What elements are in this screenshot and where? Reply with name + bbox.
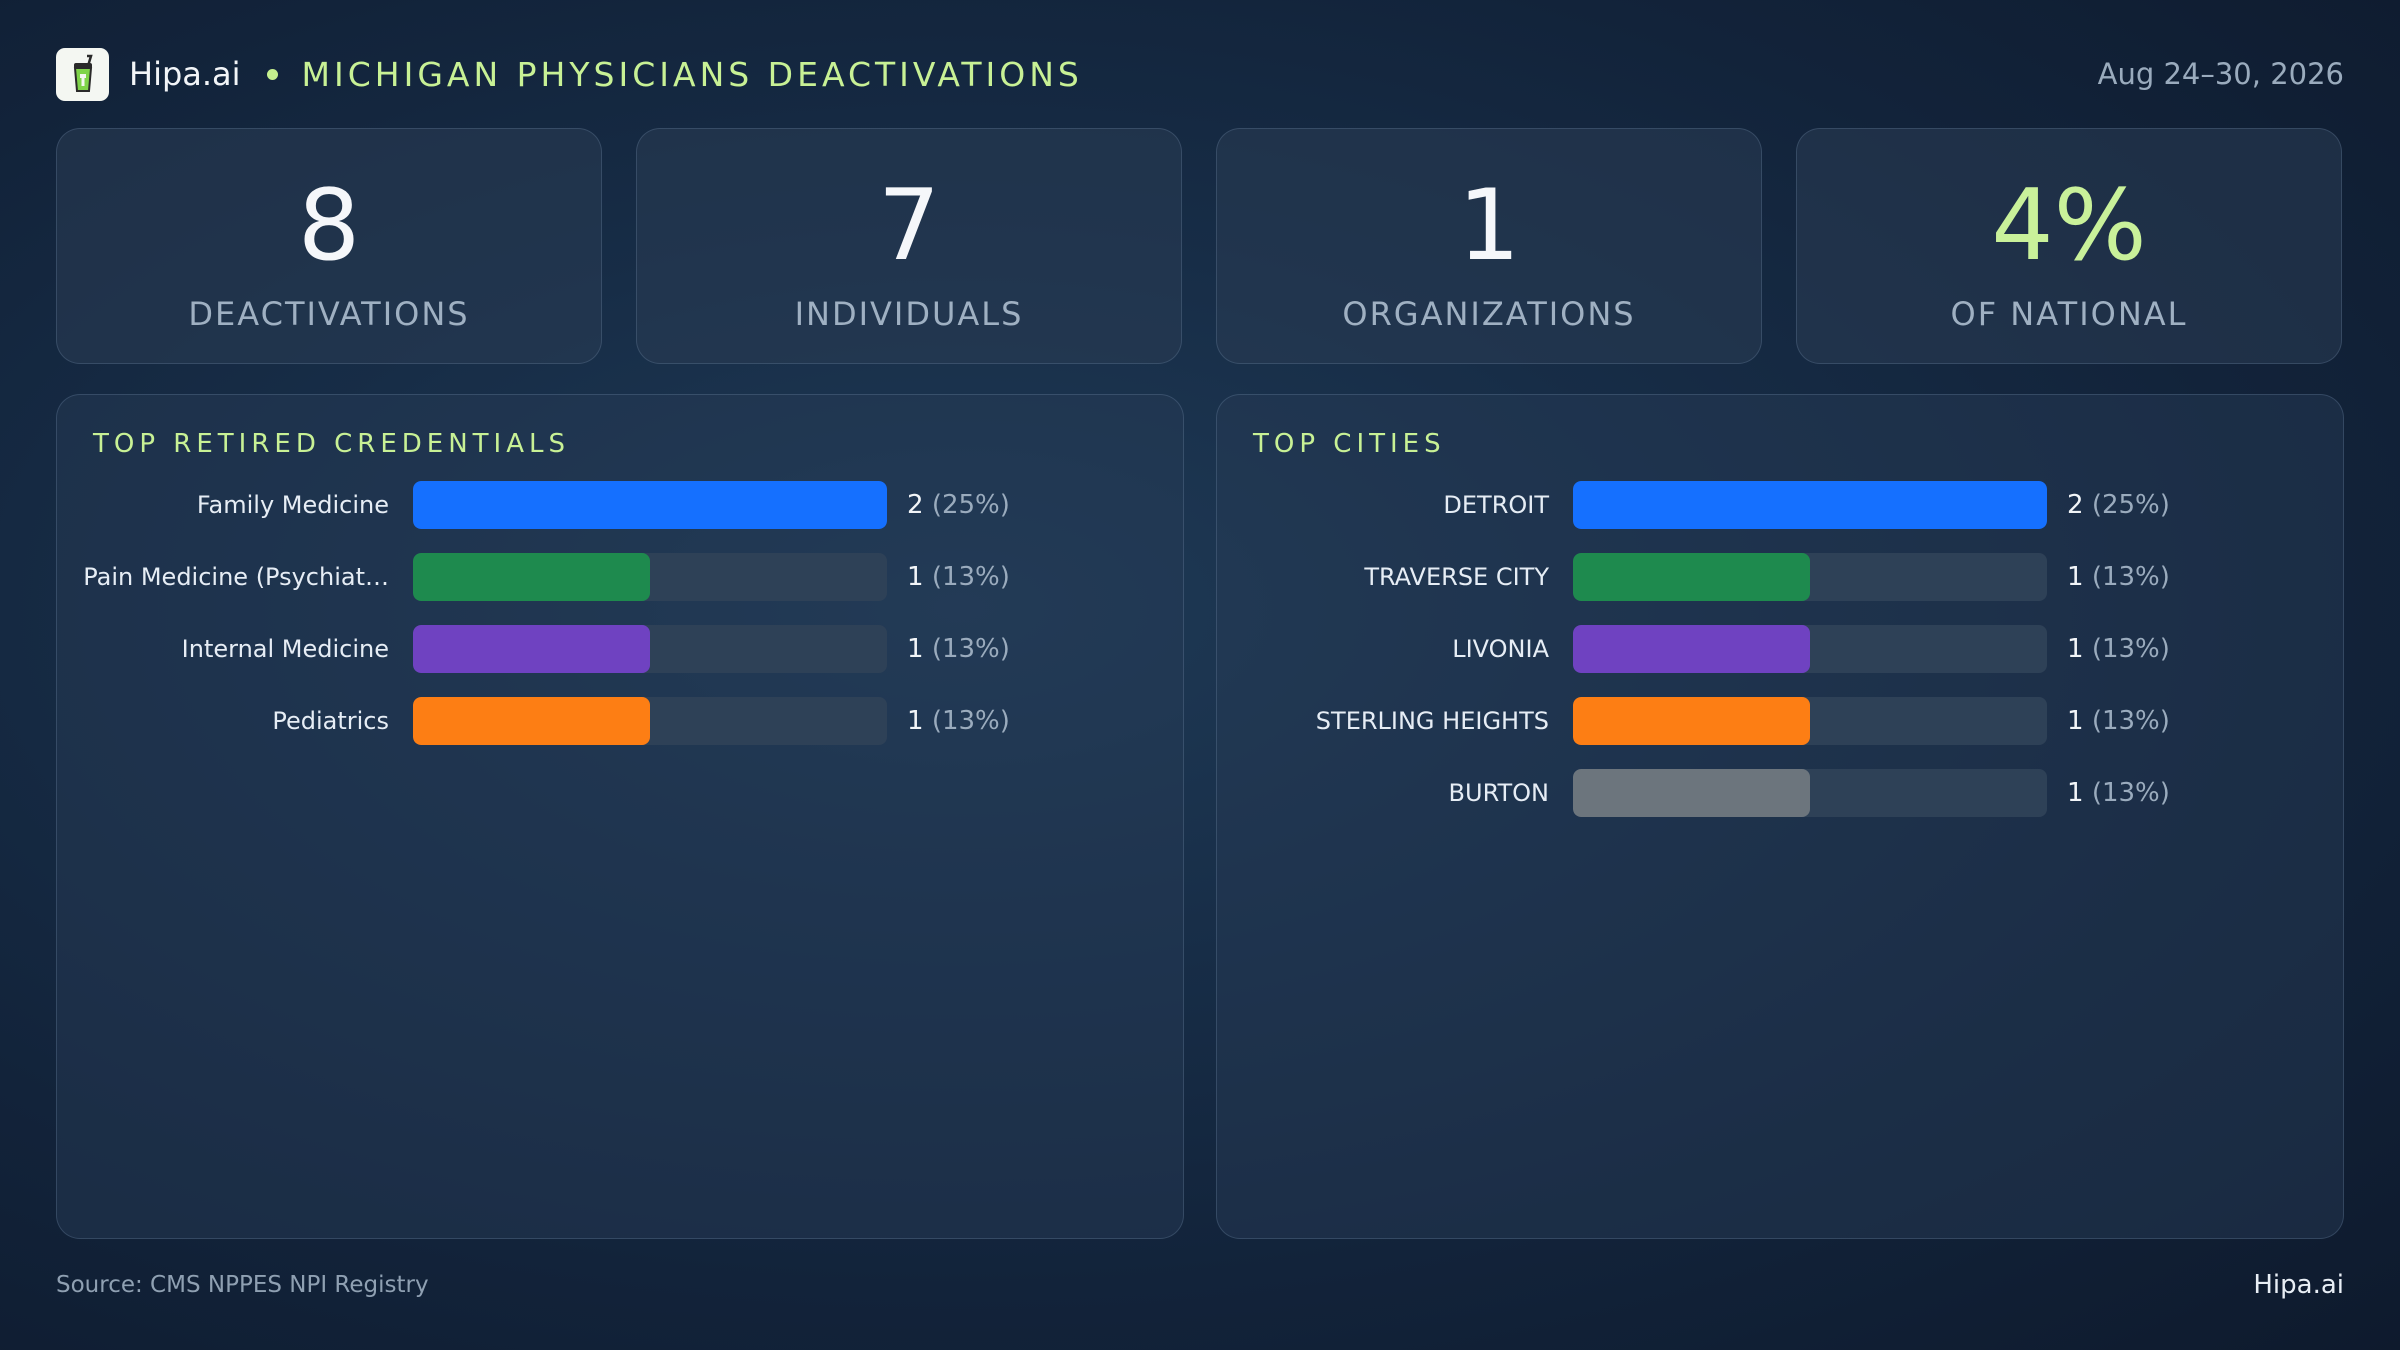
bar-count: 1 <box>907 634 924 664</box>
bar-list: DETROIT 2 (25%) TRAVERSE CITY 1 (13%) LIVONI… <box>1217 481 2343 841</box>
bar-row: Pain Medicine (Psychiat… 1 (13%) <box>57 553 1183 625</box>
stat-label: INDIVIDUALS <box>794 295 1024 333</box>
stat-card-deactivations: 8 DEACTIVATIONS <box>56 128 602 364</box>
bar-label: Pain Medicine (Psychiat… <box>83 563 389 591</box>
bar-fill <box>1573 697 1810 745</box>
panel-title: TOP CITIES <box>1253 429 1446 459</box>
stat-value: 7 <box>877 169 941 283</box>
bar-value: 1 (13%) <box>2067 769 2170 817</box>
bar-track <box>413 553 887 601</box>
stat-value: 1 <box>1457 169 1521 283</box>
bar-value: 1 (13%) <box>2067 625 2170 673</box>
bar-count: 1 <box>907 706 924 736</box>
bar-label: Family Medicine <box>196 491 389 519</box>
bar-fill <box>1573 481 2047 529</box>
stat-label: ORGANIZATIONS <box>1342 295 1636 333</box>
bar-label: BURTON <box>1448 779 1549 807</box>
bar-row: TRAVERSE CITY 1 (13%) <box>1217 553 2343 625</box>
stat-label: DEACTIVATIONS <box>188 295 470 333</box>
bar-track <box>1573 481 2047 529</box>
bar-track <box>413 697 887 745</box>
bar-row: BURTON 1 (13%) <box>1217 769 2343 841</box>
bar-value: 2 (25%) <box>2067 481 2170 529</box>
bar-percent: (25%) <box>931 490 1010 520</box>
bar-percent: (13%) <box>2091 634 2170 664</box>
bar-value: 1 (13%) <box>2067 553 2170 601</box>
bar-count: 1 <box>2067 562 2084 592</box>
bar-row: STERLING HEIGHTS 1 (13%) <box>1217 697 2343 769</box>
bar-fill <box>413 481 887 529</box>
bar-row: Internal Medicine 1 (13%) <box>57 625 1183 697</box>
bar-row: LIVONIA 1 (13%) <box>1217 625 2343 697</box>
bar-percent: (13%) <box>2091 562 2170 592</box>
bar-fill <box>1573 769 1810 817</box>
bar-value: 2 (25%) <box>907 481 1010 529</box>
bar-track <box>1573 697 2047 745</box>
stat-card-individuals: 7 INDIVIDUALS <box>636 128 1182 364</box>
bar-value: 1 (13%) <box>907 553 1010 601</box>
bar-label: STERLING HEIGHTS <box>1315 707 1549 735</box>
bar-label: TRAVERSE CITY <box>1364 563 1549 591</box>
bar-count: 1 <box>2067 634 2084 664</box>
header: Hipa.ai MICHIGAN PHYSICIANS DEACTIVATION… <box>56 46 2344 102</box>
source-note: Source: CMS NPPES NPI Registry <box>56 1272 429 1298</box>
bar-percent: (13%) <box>931 634 1010 664</box>
bar-row: Pediatrics 1 (13%) <box>57 697 1183 769</box>
stat-value: 4% <box>1991 169 2147 283</box>
footer-brand: Hipa.ai <box>2253 1270 2344 1300</box>
bar-track <box>413 625 887 673</box>
bar-percent: (13%) <box>2091 778 2170 808</box>
bar-value: 1 (13%) <box>2067 697 2170 745</box>
bar-track <box>413 481 887 529</box>
bar-percent: (25%) <box>2091 490 2170 520</box>
page-title: MICHIGAN PHYSICIANS DEACTIVATIONS <box>301 54 1083 94</box>
bar-track <box>1573 625 2047 673</box>
bar-value: 1 (13%) <box>907 625 1010 673</box>
bar-percent: (13%) <box>931 562 1010 592</box>
separator-dot <box>266 68 278 80</box>
bar-fill <box>1573 553 1810 601</box>
app-logo <box>56 47 109 101</box>
bar-fill <box>1573 625 1810 673</box>
bar-row: DETROIT 2 (25%) <box>1217 481 2343 553</box>
bar-count: 1 <box>907 562 924 592</box>
panel-title: TOP RETIRED CREDENTIALS <box>93 429 570 459</box>
bar-track <box>1573 553 2047 601</box>
bar-count: 2 <box>907 490 924 520</box>
bar-fill <box>413 625 650 673</box>
bar-count: 1 <box>2067 706 2084 736</box>
stat-label: OF NATIONAL <box>1950 295 2188 333</box>
bar-percent: (13%) <box>2091 706 2170 736</box>
date-range: Aug 24–30, 2026 <box>2097 57 2344 91</box>
bar-count: 2 <box>2067 490 2084 520</box>
stat-value: 8 <box>297 169 361 283</box>
bar-label: Pediatrics <box>272 707 389 735</box>
bar-fill <box>413 553 650 601</box>
panel-top-retired-credentials: TOP RETIRED CREDENTIALS Family Medicine 2… <box>56 394 1184 1239</box>
stat-card-of-national: 4% OF NATIONAL <box>1796 128 2342 364</box>
bar-label: LIVONIA <box>1452 635 1549 663</box>
bar-value: 1 (13%) <box>907 697 1010 745</box>
bar-label: DETROIT <box>1443 491 1549 519</box>
bar-label: Internal Medicine <box>181 635 389 663</box>
bar-list: Family Medicine 2 (25%) Pain Medicine (Psy… <box>57 481 1183 769</box>
bar-count: 1 <box>2067 778 2084 808</box>
bar-track <box>1573 769 2047 817</box>
brand-name: Hipa.ai <box>129 55 241 93</box>
bar-row: Family Medicine 2 (25%) <box>57 481 1183 553</box>
stat-card-organizations: 1 ORGANIZATIONS <box>1216 128 1762 364</box>
bar-fill <box>413 697 650 745</box>
bar-percent: (13%) <box>931 706 1010 736</box>
drink-cup-icon <box>73 54 93 92</box>
panel-top-cities: TOP CITIES DETROIT 2 (25%) TRAVERSE CITY 1 … <box>1216 394 2344 1239</box>
